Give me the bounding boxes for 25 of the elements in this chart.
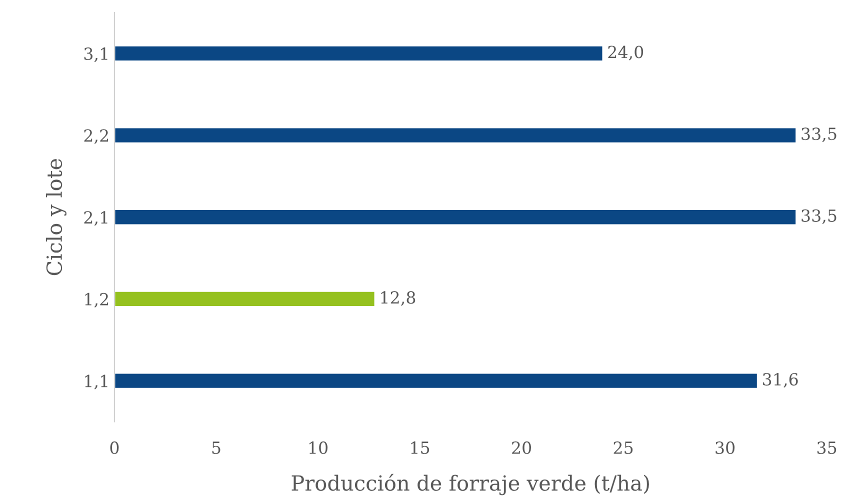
y-tick-label: 2,2 bbox=[84, 129, 108, 144]
y-axis-title: Ciclo y lote bbox=[46, 158, 66, 276]
data-label: 33,5 bbox=[802, 209, 836, 224]
x-tick-label: 30 bbox=[716, 441, 735, 454]
bar bbox=[114, 126, 797, 144]
y-tick-label: 1,1 bbox=[85, 374, 108, 390]
data-label: 31,6 bbox=[763, 372, 798, 388]
x-tick-label: 35 bbox=[817, 441, 836, 454]
y-tick-label: 1,2 bbox=[85, 292, 108, 308]
x-tick-label: 15 bbox=[411, 441, 430, 454]
x-tick-label: 20 bbox=[512, 441, 532, 454]
x-axis-title: Producción de forraje verde (t/ha) bbox=[292, 474, 649, 496]
bar bbox=[114, 372, 758, 390]
data-label: 24,0 bbox=[608, 46, 644, 60]
x-tick-label: 0 bbox=[110, 441, 119, 454]
bar bbox=[114, 44, 604, 62]
bar bbox=[114, 290, 376, 308]
y-tick-label: 3,1 bbox=[84, 47, 108, 62]
y-tick-label: 2,1 bbox=[84, 211, 108, 226]
data-label: 33,5 bbox=[802, 128, 836, 142]
data-label: 12,8 bbox=[381, 291, 416, 306]
bar bbox=[114, 208, 797, 226]
x-tick-label: 25 bbox=[614, 441, 633, 454]
x-tick-label: 5 bbox=[212, 442, 220, 454]
x-tick-label: 10 bbox=[309, 441, 328, 454]
